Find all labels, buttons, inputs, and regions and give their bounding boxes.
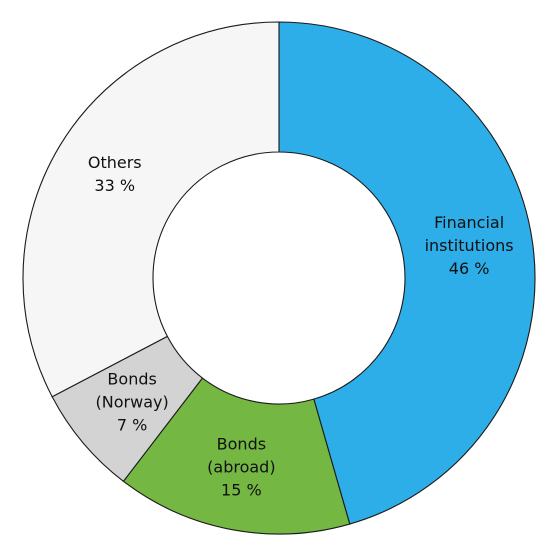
donut-slices: [22, 21, 536, 535]
slice-others: [22, 21, 280, 398]
slice-name-label: institutions: [425, 236, 514, 255]
slice-value-label: 15 %: [221, 481, 262, 500]
slice-value-label: 7 %: [117, 416, 147, 435]
slice-value-label: 33 %: [94, 176, 135, 195]
slice-label-financial-institutions: Financial institutions 46 %: [425, 213, 514, 278]
slice-name-label: (Norway): [96, 393, 169, 412]
slice-name-label: Bonds: [217, 435, 266, 454]
slice-label-bonds-norway: Bonds (Norway) 7 %: [96, 370, 169, 435]
slice-bonds-abroad: [122, 377, 351, 535]
slice-financial-institutions: [278, 21, 536, 525]
slice-name-label: (abroad): [207, 458, 275, 477]
slice-value-label: 46 %: [449, 259, 490, 278]
slice-labels: Financial institutions 46 % Bonds (abroad) 15…: [88, 153, 514, 500]
slice-label-bonds-abroad: Bonds (abroad) 15 %: [207, 435, 275, 500]
slice-name-label: Others: [88, 153, 142, 172]
slice-name-label: Financial: [434, 213, 504, 232]
slice-label-others: Others 33 %: [88, 153, 142, 195]
slice-name-label: Bonds: [107, 370, 156, 389]
